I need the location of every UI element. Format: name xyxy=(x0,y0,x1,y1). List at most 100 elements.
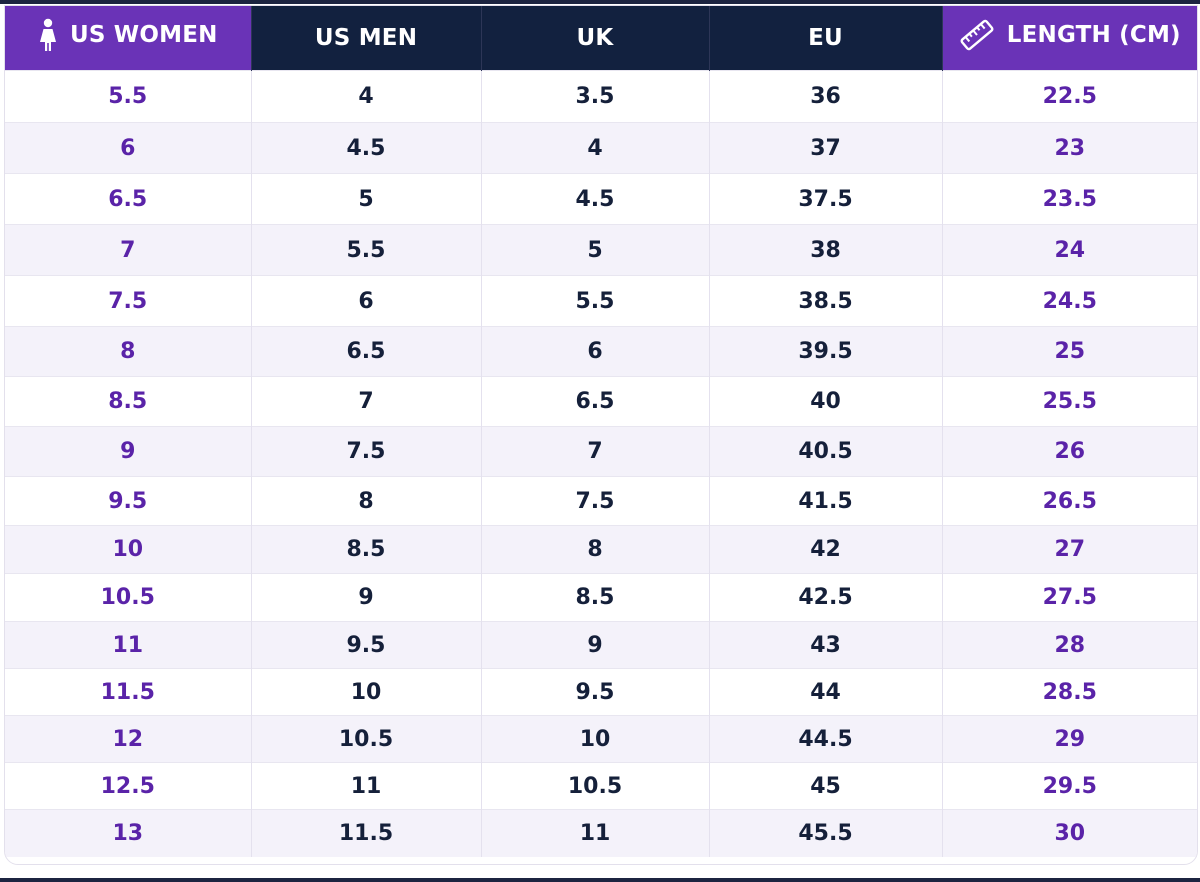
cell-eu: 37.5 xyxy=(709,173,943,225)
header-uk: UK xyxy=(481,6,710,71)
cell-length-cm: 25.5 xyxy=(942,376,1197,427)
header-label: US MEN xyxy=(314,25,418,51)
cell-eu: 37 xyxy=(709,122,943,174)
cell-us-men: 11.5 xyxy=(251,809,482,857)
cell-us-men: 8.5 xyxy=(251,525,482,574)
cell-eu: 39.5 xyxy=(709,326,943,377)
table-row: 9.5 8 7.5 41.5 26.5 xyxy=(5,476,1197,526)
cell-us-men: 9.5 xyxy=(251,621,482,669)
cell-us-women: 11.5 xyxy=(5,668,252,716)
cell-uk: 4 xyxy=(481,122,710,174)
cell-us-men: 4 xyxy=(251,70,482,123)
cell-us-men: 7 xyxy=(251,376,482,427)
table-row: 9 7.5 7 40.5 26 xyxy=(5,426,1197,477)
cell-length-cm: 28.5 xyxy=(942,668,1197,716)
cell-us-women: 6.5 xyxy=(5,173,252,225)
table-row: 6 4.5 4 37 23 xyxy=(5,122,1197,174)
cell-eu: 40 xyxy=(709,376,943,427)
table-row: 11 9.5 9 43 28 xyxy=(5,621,1197,669)
size-table: US WOMEN US MEN UK EU xyxy=(5,6,1197,857)
cell-us-men: 10.5 xyxy=(251,715,482,763)
cell-us-women: 7 xyxy=(5,224,252,276)
cell-eu: 45.5 xyxy=(709,809,943,857)
cell-us-men: 10 xyxy=(251,668,482,716)
cell-length-cm: 30 xyxy=(942,809,1197,857)
cell-uk: 5 xyxy=(481,224,710,276)
cell-uk: 4.5 xyxy=(481,173,710,225)
table-row: 13 11.5 11 45.5 30 xyxy=(5,809,1197,857)
cell-uk: 6 xyxy=(481,326,710,377)
header-length-cm: LENGTH (CM) xyxy=(942,6,1197,71)
cell-us-women: 7.5 xyxy=(5,275,252,327)
cell-uk: 5.5 xyxy=(481,275,710,327)
header-row: US WOMEN US MEN UK EU xyxy=(5,6,1197,71)
cell-uk: 6.5 xyxy=(481,376,710,427)
cell-length-cm: 27 xyxy=(942,525,1197,574)
cell-eu: 42.5 xyxy=(709,573,943,622)
cell-us-men: 7.5 xyxy=(251,426,482,477)
header-us-men: US MEN xyxy=(251,6,482,71)
table-row: 10.5 9 8.5 42.5 27.5 xyxy=(5,573,1197,622)
cell-length-cm: 25 xyxy=(942,326,1197,377)
cell-eu: 44 xyxy=(709,668,943,716)
ruler-icon xyxy=(959,18,995,52)
cell-us-men: 5 xyxy=(251,173,482,225)
cell-us-men: 6 xyxy=(251,275,482,327)
cell-us-women: 9.5 xyxy=(5,476,252,526)
header-label: UK xyxy=(576,25,614,51)
cell-us-women: 10 xyxy=(5,525,252,574)
cell-length-cm: 24.5 xyxy=(942,275,1197,327)
cell-eu: 44.5 xyxy=(709,715,943,763)
cell-us-women: 12 xyxy=(5,715,252,763)
cell-us-women: 5.5 xyxy=(5,70,252,123)
table-row: 8.5 7 6.5 40 25.5 xyxy=(5,376,1197,427)
cell-us-women: 13 xyxy=(5,809,252,857)
table-row: 7 5.5 5 38 24 xyxy=(5,224,1197,276)
cell-length-cm: 23.5 xyxy=(942,173,1197,225)
bottom-divider xyxy=(0,878,1200,882)
cell-length-cm: 26.5 xyxy=(942,476,1197,526)
cell-length-cm: 29 xyxy=(942,715,1197,763)
cell-us-women: 10.5 xyxy=(5,573,252,622)
cell-uk: 11 xyxy=(481,809,710,857)
cell-uk: 10.5 xyxy=(481,762,710,810)
header-eu: EU xyxy=(709,6,943,71)
header-label: LENGTH (CM) xyxy=(1006,22,1181,48)
cell-uk: 8.5 xyxy=(481,573,710,622)
cell-uk: 10 xyxy=(481,715,710,763)
table-row: 12 10.5 10 44.5 29 xyxy=(5,715,1197,763)
cell-length-cm: 23 xyxy=(942,122,1197,174)
cell-uk: 7 xyxy=(481,426,710,477)
cell-us-men: 8 xyxy=(251,476,482,526)
cell-uk: 8 xyxy=(481,525,710,574)
cell-eu: 38.5 xyxy=(709,275,943,327)
table-row: 12.5 11 10.5 45 29.5 xyxy=(5,762,1197,810)
cell-eu: 43 xyxy=(709,621,943,669)
header-label: US WOMEN xyxy=(69,22,218,48)
cell-length-cm: 27.5 xyxy=(942,573,1197,622)
cell-length-cm: 24 xyxy=(942,224,1197,276)
cell-uk: 9 xyxy=(481,621,710,669)
cell-us-women: 11 xyxy=(5,621,252,669)
cell-us-women: 12.5 xyxy=(5,762,252,810)
cell-length-cm: 28 xyxy=(942,621,1197,669)
table-body: 5.5 4 3.5 36 22.5 6 4.5 4 37 23 6.5 5 4.5 37.5 23.5 7 5.… xyxy=(5,70,1197,857)
cell-length-cm: 22.5 xyxy=(942,70,1197,123)
table-row: 5.5 4 3.5 36 22.5 xyxy=(5,70,1197,123)
table-row: 6.5 5 4.5 37.5 23.5 xyxy=(5,173,1197,225)
cell-us-men: 11 xyxy=(251,762,482,810)
cell-uk: 7.5 xyxy=(481,476,710,526)
cell-eu: 42 xyxy=(709,525,943,574)
cell-eu: 40.5 xyxy=(709,426,943,477)
cell-eu: 45 xyxy=(709,762,943,810)
header-us-women: US WOMEN xyxy=(5,6,252,71)
cell-length-cm: 29.5 xyxy=(942,762,1197,810)
cell-uk: 3.5 xyxy=(481,70,710,123)
cell-us-men: 5.5 xyxy=(251,224,482,276)
cell-us-men: 9 xyxy=(251,573,482,622)
cell-length-cm: 26 xyxy=(942,426,1197,477)
table-row: 7.5 6 5.5 38.5 24.5 xyxy=(5,275,1197,327)
top-divider xyxy=(0,0,1200,4)
cell-us-men: 4.5 xyxy=(251,122,482,174)
